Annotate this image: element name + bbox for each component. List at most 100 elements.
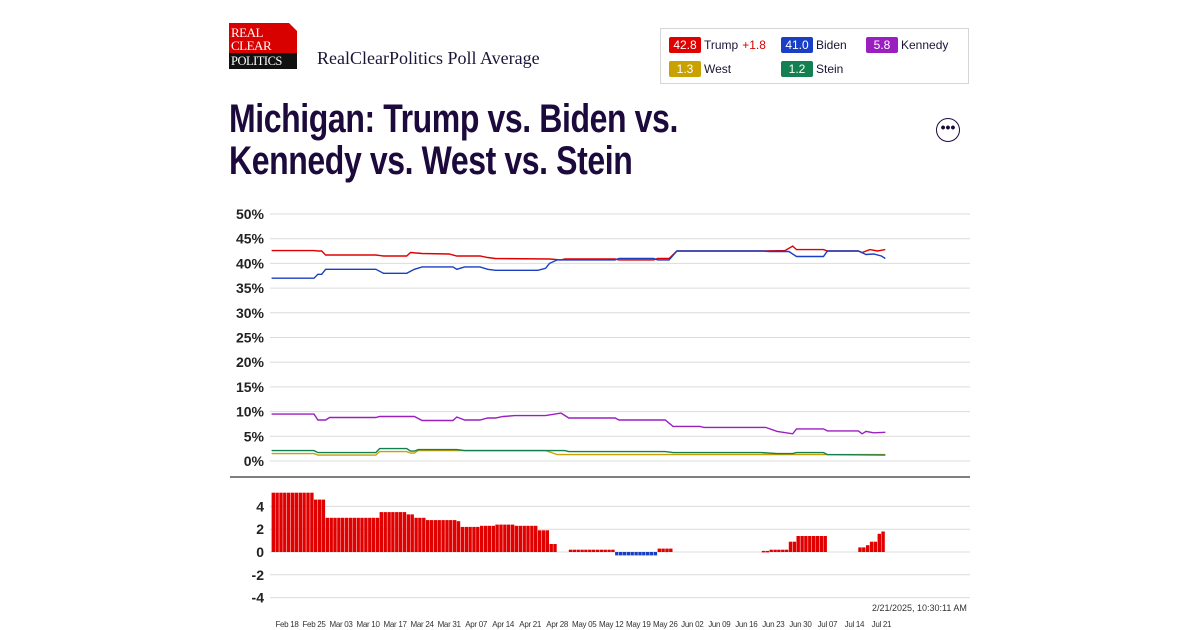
spread-bar xyxy=(819,536,824,552)
spread-bar xyxy=(619,552,623,556)
spread-bar xyxy=(414,517,418,552)
spread-bar xyxy=(800,536,804,552)
spread-bar xyxy=(646,552,650,556)
spread-bar xyxy=(333,517,337,552)
spread-bar xyxy=(371,517,376,552)
spread-bar xyxy=(368,517,372,552)
legend-item-trump[interactable]: 42.8 Trump +1.8 xyxy=(669,37,766,53)
logo-line: POLITICS xyxy=(231,54,282,68)
spread-bar xyxy=(510,524,515,552)
spread-bar xyxy=(823,536,827,552)
y-tick-label: 45% xyxy=(236,231,265,247)
x-tick-label: Mar 24 xyxy=(411,620,435,629)
rcp-logo[interactable]: REAL CLEAR POLITICS xyxy=(229,23,297,69)
title-line: Kennedy vs. West vs. Stein xyxy=(229,139,633,183)
y-tick-label: 30% xyxy=(236,305,265,321)
spread-bar xyxy=(769,549,773,552)
spread-bar xyxy=(453,520,457,552)
value-badge: 5.8 xyxy=(866,37,898,53)
series-line-kennedy xyxy=(271,412,886,435)
x-tick-label: Mar 17 xyxy=(384,620,408,629)
subtitle: RealClearPolitics Poll Average xyxy=(317,48,540,68)
spread-bar xyxy=(603,549,607,552)
spread-bar xyxy=(387,512,391,552)
spread-bar xyxy=(360,517,364,552)
y-tick-label: 10% xyxy=(236,404,265,420)
x-tick-label: Apr 07 xyxy=(465,620,488,629)
logo-corner xyxy=(289,23,297,31)
spread-bar xyxy=(657,548,661,552)
x-tick-label: Apr 28 xyxy=(546,620,569,629)
logo-band xyxy=(229,53,297,69)
spread-bar xyxy=(422,517,426,552)
legend-item-west[interactable]: 1.3 West xyxy=(669,61,731,77)
spread-bar xyxy=(796,536,800,552)
spread-bar xyxy=(391,512,395,552)
series-line-biden xyxy=(271,250,886,279)
spread-bar xyxy=(379,512,383,552)
spread-bar xyxy=(514,525,519,552)
spread-bar xyxy=(661,548,665,552)
x-tick-label: Mar 03 xyxy=(329,620,353,629)
spread-bar xyxy=(375,517,380,552)
legend-item-kennedy[interactable]: 5.8 Kennedy xyxy=(866,37,948,53)
spread-bar xyxy=(611,549,615,552)
spread-bar xyxy=(526,525,530,552)
spread-bar xyxy=(808,536,812,552)
spread-bar xyxy=(402,512,407,552)
spread-bar xyxy=(781,549,785,552)
more-options-button[interactable]: ••• xyxy=(936,118,960,142)
spread-bar xyxy=(765,550,769,553)
x-tick-label: Feb 18 xyxy=(275,620,299,629)
spread-bar xyxy=(480,525,484,552)
spread-bar xyxy=(441,520,445,552)
spread-bar xyxy=(580,549,584,552)
legend: 42.8 Trump +1.8 41.0 Biden 5.8 Kennedy 1… xyxy=(660,28,969,84)
spread-bar xyxy=(341,517,345,552)
legend-item-stein[interactable]: 1.2 Stein xyxy=(781,61,843,77)
legend-label: Stein xyxy=(816,62,844,76)
spread-bar xyxy=(483,525,488,552)
spread-bar xyxy=(869,541,874,552)
spread-bar xyxy=(449,520,453,552)
x-tick-label: Jun 16 xyxy=(735,620,758,629)
x-tick-label: Jul 21 xyxy=(872,620,892,629)
x-tick-label: Jun 09 xyxy=(708,620,731,629)
legend-item-biden[interactable]: 41.0 Biden xyxy=(781,37,847,53)
y-tick-label: 0% xyxy=(244,453,265,469)
spread-y-tick-label: 2 xyxy=(256,521,264,537)
legend-label: West xyxy=(704,62,732,76)
spread-bar xyxy=(518,525,522,552)
spread-bar xyxy=(777,549,781,552)
spread-bar xyxy=(290,492,295,552)
spread-bar xyxy=(784,549,789,552)
spread-bar xyxy=(352,517,356,552)
y-tick-label: 25% xyxy=(236,330,265,346)
spread-bar xyxy=(584,549,588,552)
x-tick-label: May 05 xyxy=(572,620,597,629)
spread-bar xyxy=(356,517,360,552)
value-badge: 1.3 xyxy=(669,61,701,77)
spread-bar xyxy=(522,525,526,552)
spread-bar xyxy=(294,492,299,552)
series-line-trump xyxy=(271,245,886,261)
spread-bar xyxy=(279,492,283,552)
spread-bar xyxy=(433,520,438,552)
spread-bar xyxy=(302,492,306,552)
spread-bar xyxy=(344,517,349,552)
spread-bar xyxy=(503,524,507,552)
spread-bar xyxy=(549,544,553,552)
spread-bar xyxy=(456,521,461,552)
x-tick-label: May 12 xyxy=(599,620,624,629)
spread-bar xyxy=(537,530,542,552)
spread-bar xyxy=(815,536,820,552)
x-tick-label: May 26 xyxy=(653,620,678,629)
spread-bar xyxy=(507,524,511,552)
spread-bar xyxy=(866,545,870,552)
spread-bar xyxy=(534,525,538,552)
spread-bar xyxy=(638,552,642,556)
x-tick-label: Jun 30 xyxy=(789,620,812,629)
spread-bar xyxy=(321,499,326,552)
logo-line: CLEAR xyxy=(231,38,272,53)
